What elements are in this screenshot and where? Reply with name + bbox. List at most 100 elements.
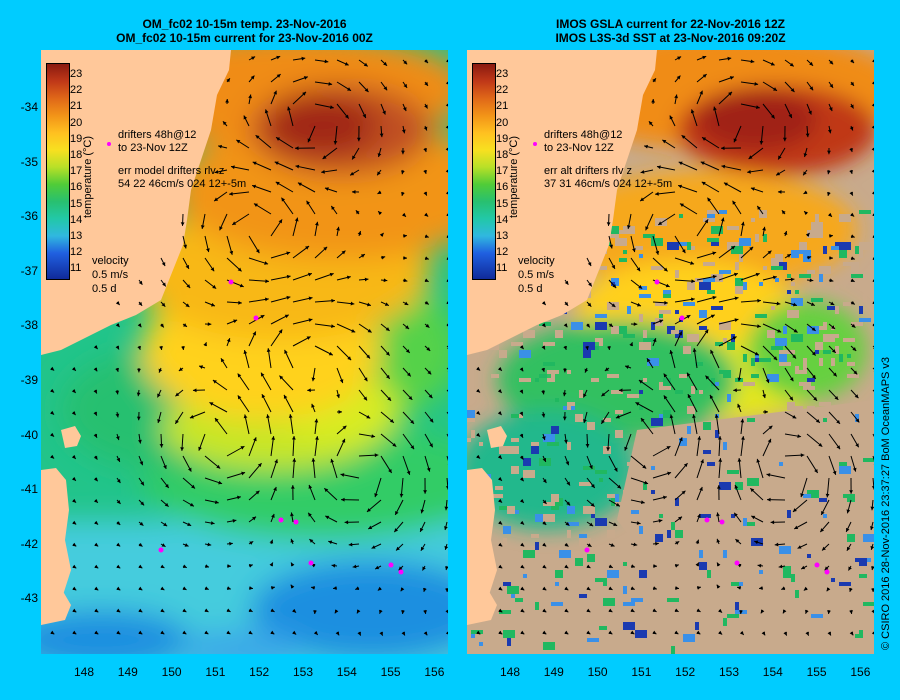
- current-arrowhead: [815, 418, 820, 423]
- current-arrowhead: [609, 244, 614, 249]
- sst-pixel: [807, 490, 819, 498]
- current-arrowhead: [716, 512, 720, 517]
- current-arrowhead: [519, 455, 524, 460]
- colorbar-tick-label: 19: [496, 132, 509, 145]
- current-arrowhead: [765, 379, 770, 384]
- current-arrowhead: [635, 402, 640, 406]
- current-vectors-left: [50, 55, 448, 636]
- current-arrowhead: [846, 546, 851, 551]
- sst-pixel: [803, 514, 807, 522]
- sst-pixel: [751, 358, 755, 366]
- current-arrowhead: [652, 586, 657, 590]
- current-arrow: [446, 455, 448, 461]
- sst-pixel: [779, 638, 783, 642]
- sst-pixel: [775, 478, 783, 482]
- sst-pixel: [659, 514, 663, 518]
- current-arrowhead: [377, 190, 382, 194]
- current-arrow: [872, 389, 874, 392]
- x-tick-label: 151: [205, 665, 226, 679]
- current-arrowhead: [678, 331, 682, 336]
- current-arrowhead: [427, 370, 432, 375]
- sst-pixel: [579, 634, 591, 642]
- current-arrowhead: [675, 541, 680, 545]
- current-arrowhead: [585, 346, 589, 350]
- current-arrowhead: [759, 140, 764, 145]
- current-arrowhead: [72, 564, 77, 569]
- drifters-line1: drifters 48h@12: [118, 129, 197, 141]
- current-arrowhead: [283, 394, 288, 399]
- sst-pixel: [595, 322, 607, 330]
- sst-pixel: [787, 310, 799, 318]
- drifter-marker: [704, 517, 710, 523]
- current-arrowhead: [850, 256, 855, 260]
- current-arrowhead: [850, 212, 855, 217]
- current-arrowhead: [255, 249, 260, 254]
- current-arrowhead: [788, 113, 792, 118]
- y-tick-label: -42: [20, 536, 38, 551]
- current-arrowhead: [366, 414, 371, 419]
- sst-pixel: [831, 578, 835, 582]
- current-arrowhead: [648, 121, 653, 126]
- current-arrowhead: [565, 521, 570, 526]
- current-arrowhead: [669, 350, 674, 355]
- current-arrowhead: [116, 564, 121, 569]
- sst-pixel: [707, 570, 711, 578]
- no-data-region: [617, 400, 874, 654]
- current-arrowhead: [410, 419, 415, 424]
- sst-pixel: [759, 282, 763, 286]
- current-arrowhead: [138, 301, 143, 306]
- sst-pixel: [611, 390, 623, 394]
- current-arrowhead: [792, 302, 797, 307]
- current-arrowhead: [116, 457, 121, 462]
- current-arrowhead: [827, 610, 831, 614]
- current-arrowhead: [375, 565, 380, 570]
- sst-pixel: [843, 494, 855, 502]
- current-arrowhead: [367, 328, 372, 333]
- current-arrowhead: [757, 324, 761, 329]
- current-arrowhead: [71, 455, 76, 459]
- sst-pixel: [759, 418, 767, 422]
- land-sw-coast: [467, 588, 497, 625]
- sst-pixel: [523, 586, 535, 590]
- current-arrowhead: [93, 389, 97, 394]
- sst-pixel: [707, 238, 719, 242]
- sst-pixel: [819, 274, 823, 282]
- current-arrowhead: [248, 94, 252, 99]
- current-arrowhead: [608, 608, 613, 613]
- current-arrowhead: [871, 631, 874, 635]
- sst-pixel: [791, 334, 803, 342]
- drifter-tracks-right: [533, 142, 830, 575]
- current-arrowhead: [323, 246, 328, 251]
- sst-pixel: [615, 238, 627, 246]
- current-arrowhead: [586, 323, 590, 328]
- current-arrowhead: [777, 189, 782, 194]
- x-tick-label: 155: [380, 665, 401, 679]
- current-arrowhead: [116, 542, 121, 547]
- current-arrowhead: [226, 630, 231, 635]
- sst-pixel: [495, 486, 503, 490]
- current-arrowhead: [542, 564, 547, 569]
- sst-pixel: [551, 426, 559, 434]
- current-arrowhead: [269, 539, 274, 544]
- sst-pixel: [639, 294, 651, 298]
- current-arrowhead: [163, 465, 167, 469]
- current-arrowhead: [630, 630, 635, 635]
- current-arrowhead: [444, 566, 448, 571]
- sst-pixel: [815, 214, 819, 222]
- current-arrowhead: [519, 411, 523, 416]
- current-arrowhead: [424, 234, 429, 238]
- sst-pixel: [799, 598, 811, 606]
- current-arrowhead: [271, 586, 275, 590]
- current-arrowhead: [827, 631, 831, 636]
- current-arrowhead: [379, 133, 384, 138]
- current-arrowhead: [331, 298, 335, 303]
- current-arrowhead: [424, 256, 429, 260]
- current-arrowhead: [748, 155, 753, 159]
- drifter-tracks-left: [107, 142, 404, 575]
- sst-pixel: [731, 514, 735, 518]
- sst-pixel: [743, 586, 751, 590]
- colorbar-tick-label: 13: [70, 230, 83, 242]
- current-arrowhead: [836, 419, 841, 424]
- sst-pixel: [659, 598, 663, 606]
- sst-pixel: [695, 362, 703, 366]
